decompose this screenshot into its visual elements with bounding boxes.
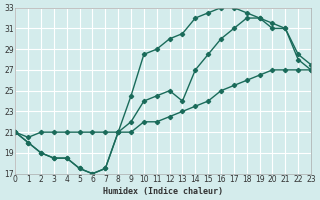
X-axis label: Humidex (Indice chaleur): Humidex (Indice chaleur) — [103, 187, 223, 196]
